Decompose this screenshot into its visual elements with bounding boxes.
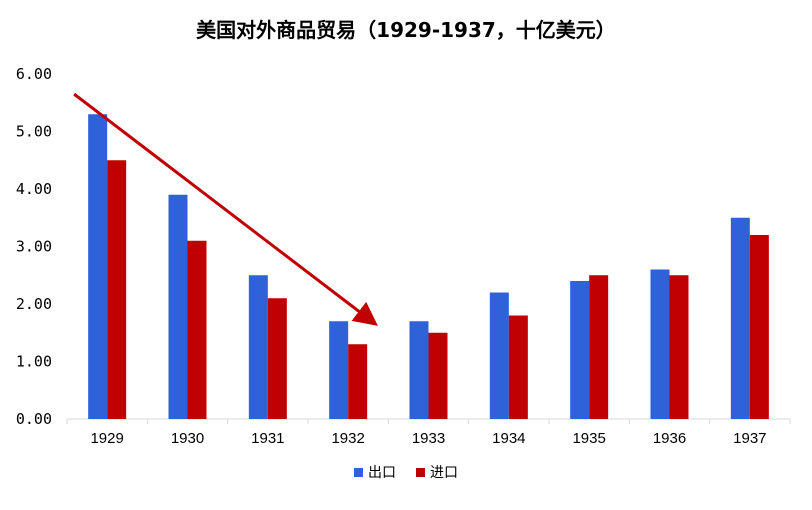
legend-swatch-export <box>354 468 363 477</box>
bar-import-1934 <box>508 315 528 419</box>
bar-import-1929 <box>107 160 127 419</box>
bar-import-1937 <box>749 235 769 419</box>
y-tick-label: 6.00 <box>16 65 52 83</box>
x-tick-label: 1929 <box>90 430 123 447</box>
trend-arrow <box>73 92 378 326</box>
bar-import-1935 <box>589 275 609 419</box>
y-tick-label: 0.00 <box>16 410 52 428</box>
y-tick-label: 4.00 <box>16 180 52 198</box>
x-tick-label: 1931 <box>251 430 284 447</box>
bar-import-1931 <box>267 298 287 419</box>
bar-import-1932 <box>348 344 368 419</box>
axes: 0.00 1.00 2.00 3.00 4.00 5.00 6.00 1929 1930 1931… <box>16 65 791 447</box>
y-tick-label: 5.00 <box>16 123 52 141</box>
x-tick-label: 1937 <box>733 430 766 447</box>
bar-import-1936 <box>669 275 689 419</box>
legend-swatch-import <box>416 468 425 477</box>
x-tick-label: 1935 <box>572 430 605 447</box>
bar-export-1932 <box>329 321 349 419</box>
chart-title: 美国对外商品贸易（1929-1937，十亿美元） <box>196 18 616 42</box>
y-tick-label: 1.00 <box>16 353 52 371</box>
x-tick-label: 1930 <box>171 430 204 447</box>
bar-import-1933 <box>428 332 448 419</box>
x-tick-label: 1936 <box>653 430 686 447</box>
bar-export-1936 <box>650 269 670 419</box>
bar-export-1933 <box>409 321 429 419</box>
y-tick-label: 2.00 <box>16 295 52 313</box>
bar-export-1931 <box>248 275 268 419</box>
x-tick-label: 1933 <box>412 430 445 447</box>
trend-annotation <box>73 92 378 326</box>
legend: 出口 进口 <box>354 465 458 481</box>
bar-export-1935 <box>570 281 590 419</box>
legend-label-export: 出口 <box>368 465 396 481</box>
y-tick-label: 3.00 <box>16 238 52 256</box>
bar-export-1934 <box>489 292 509 419</box>
x-tick-label: 1932 <box>331 430 364 447</box>
bar-export-1929 <box>88 114 108 419</box>
bars <box>88 114 769 419</box>
legend-label-import: 进口 <box>430 465 458 481</box>
x-tick-label: 1934 <box>492 430 525 447</box>
bar-import-1930 <box>187 240 207 419</box>
bar-export-1930 <box>168 194 188 419</box>
bar-export-1937 <box>730 217 750 419</box>
